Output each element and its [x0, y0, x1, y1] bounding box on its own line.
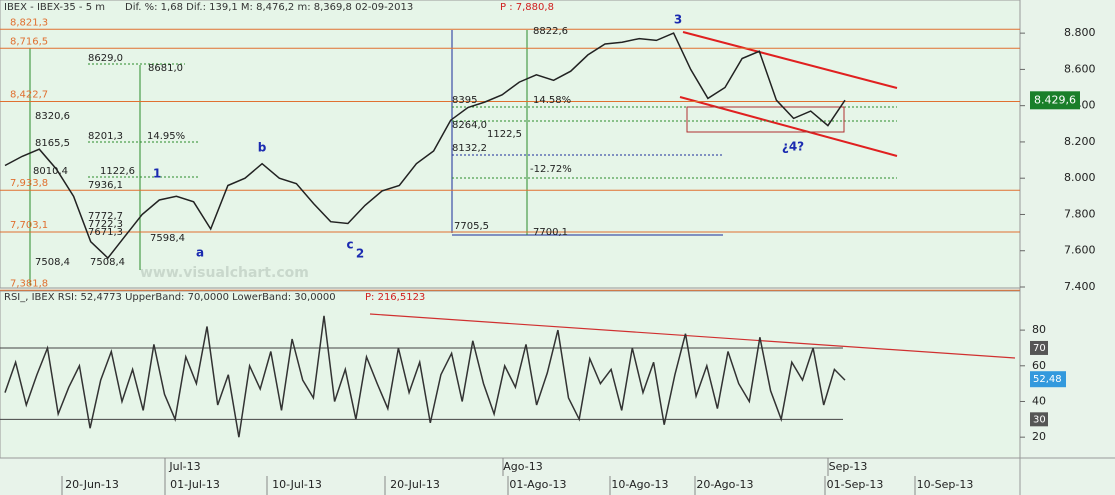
series-line	[4, 32, 846, 260]
annotation: 1122,5	[487, 129, 522, 140]
band-label: 70	[1033, 343, 1046, 354]
last-value-label: 52,48	[1033, 374, 1062, 385]
annotation: 8132,2	[452, 143, 487, 154]
annotation: 7671,3	[88, 227, 123, 238]
wave-label: 2	[356, 247, 364, 261]
y-tick-label: 8.200	[1064, 135, 1096, 148]
annotation: 7705,5	[454, 221, 489, 232]
last-value-label: 8.429,6	[1034, 93, 1076, 106]
wave-label: 1	[153, 167, 161, 181]
y-tick-label: 7.600	[1064, 244, 1096, 257]
y-tick-label: 7.400	[1064, 280, 1096, 293]
price-panel	[0, 0, 1021, 289]
month-label: Ago-13	[503, 460, 542, 473]
annotation: 8165,5	[35, 138, 70, 149]
wave-label: c	[346, 238, 353, 252]
last-value-badge	[1030, 371, 1066, 388]
annotation: 1122,6	[100, 166, 135, 177]
instrument: IBEX - IBEX-35 - 5 m	[4, 2, 105, 13]
level-label: 7,703,1	[10, 220, 48, 231]
wave-label: b	[258, 141, 267, 155]
annotation: 8629,0	[88, 53, 123, 64]
y-tick-label: 20	[1032, 430, 1046, 443]
annotation: 8264,0	[452, 120, 487, 131]
x-tick-label: 01-Sep-13	[827, 478, 884, 491]
wave-label: a	[196, 246, 204, 260]
rsi-panel	[0, 290, 1021, 459]
annotation: 8320,6	[35, 111, 70, 122]
x-tick-label: 10-Ago-13	[611, 478, 668, 491]
guides	[29, 30, 1016, 359]
band-label: 30	[1033, 414, 1046, 425]
annotation: 14.58%	[533, 95, 571, 106]
annotation: 14.95%	[147, 131, 185, 142]
level-label: 7,381,8	[10, 278, 48, 289]
annotation: 7936,1	[88, 180, 123, 191]
x-tick-label: 01-Ago-13	[509, 478, 566, 491]
y-tick-label: 40	[1032, 394, 1046, 407]
annotation: 7598,4	[150, 233, 185, 244]
annotation: 7722,3	[88, 219, 123, 230]
x-tick-label: 10-Sep-13	[917, 478, 974, 491]
last-value-badge	[1030, 91, 1080, 110]
annotation: 8681,0	[148, 63, 183, 74]
series-line	[4, 315, 846, 438]
month-label: Sep-13	[829, 460, 868, 473]
close: P : 7,880,8	[500, 2, 554, 13]
annotation: 8395	[452, 95, 477, 106]
y-tick-label: 8.600	[1064, 62, 1096, 75]
month-label: Jul-13	[168, 460, 200, 473]
x-tick-label: 20-Jun-13	[65, 478, 119, 491]
annotation: 7772,7	[88, 211, 123, 222]
box	[686, 106, 845, 133]
level-label: 8,422,7	[10, 90, 48, 101]
x-tick-label: 10-Jul-13	[272, 478, 322, 491]
annotation: 8822,6	[533, 26, 568, 37]
band-badge	[1030, 340, 1048, 355]
level-label: 7,933,8	[10, 178, 48, 189]
x-tick-label: 01-Jul-13	[170, 478, 220, 491]
band-badge	[1030, 412, 1048, 427]
x-tick-label: 20-Ago-13	[696, 478, 753, 491]
y-tick-label: 60	[1032, 359, 1046, 372]
stats: Dif. %: 1,68 Dif.: 139,1 M: 8,476,2 m: 8…	[125, 2, 413, 13]
rsi-trendline	[369, 313, 1016, 359]
x-tick-label: 20-Jul-13	[390, 478, 440, 491]
trendline	[682, 31, 898, 89]
rsi-header: RSI_, IBEX RSI: 52,4773 UpperBand: 70,00…	[4, 292, 336, 303]
watermark: www.visualchart.com	[140, 265, 309, 281]
annotation: 8010,4	[33, 166, 68, 177]
y-tick-label: 80	[1032, 323, 1046, 336]
level-label: 8,716,5	[10, 36, 48, 47]
wave-label: 3	[674, 13, 682, 27]
y-tick-label: 7.800	[1064, 207, 1096, 220]
annotation: 8201,3	[88, 131, 123, 142]
y-tick-label: 8.000	[1064, 171, 1096, 184]
y-tick-label: 8.800	[1064, 26, 1096, 39]
annotation: -12.72%	[530, 164, 572, 175]
annotation: 7508,4	[90, 257, 125, 268]
rsi-extra: P: 216,5123	[365, 292, 425, 303]
wave-label: ¿4?	[782, 140, 804, 154]
annotation: 7508,4	[35, 257, 70, 268]
level-label: 8,821,3	[10, 17, 48, 28]
annotation: 7700,1	[533, 227, 568, 238]
